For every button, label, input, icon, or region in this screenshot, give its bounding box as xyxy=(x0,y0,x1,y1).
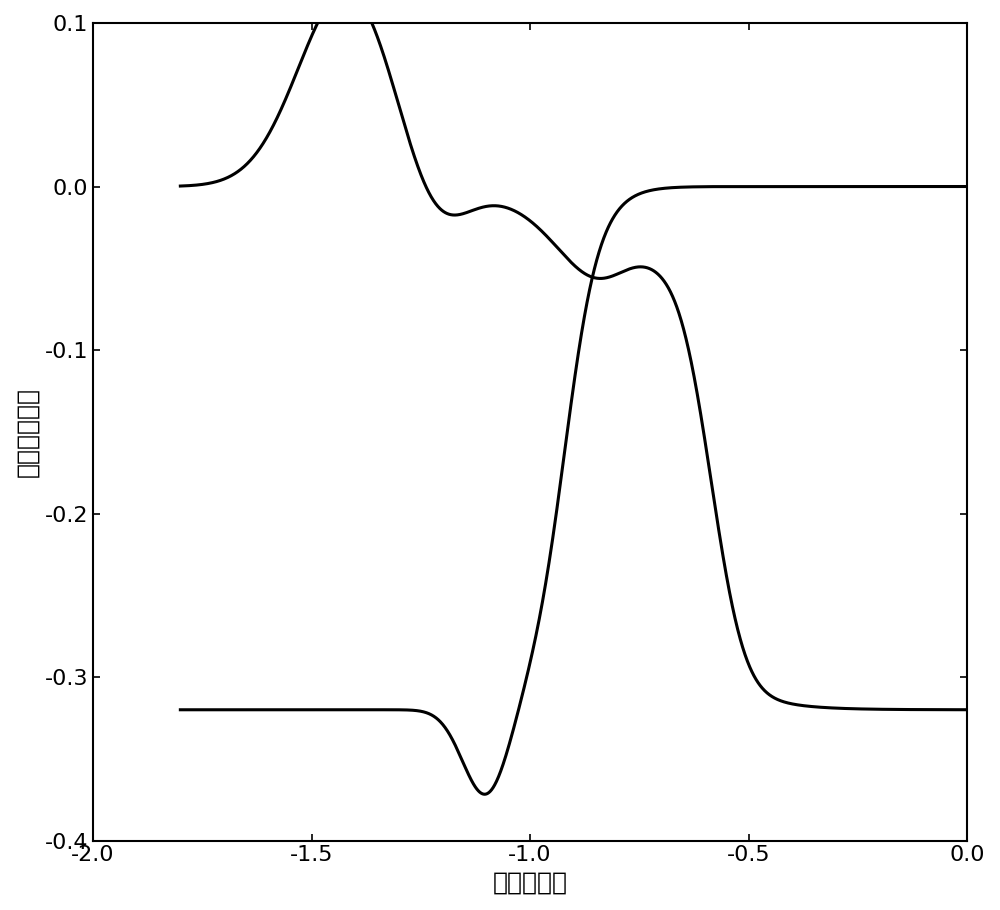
X-axis label: 电势（伏）: 电势（伏） xyxy=(493,871,568,895)
Y-axis label: 电流（毫安）: 电流（毫安） xyxy=(15,387,39,477)
